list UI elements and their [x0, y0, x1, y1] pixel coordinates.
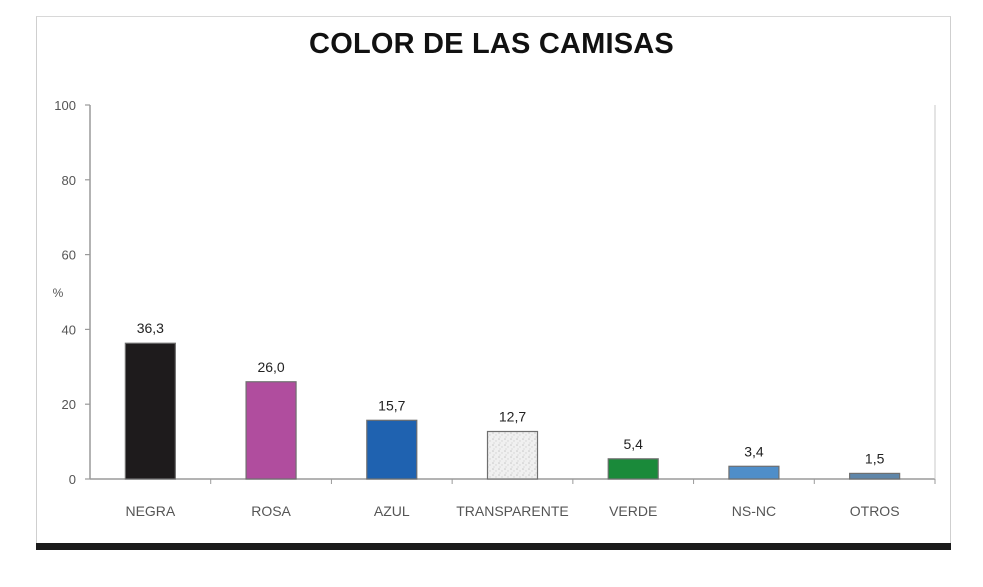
- axes: 0 20 40 60 80 100%: [53, 98, 936, 487]
- y-tick-label: 20: [62, 397, 76, 412]
- value-label: 36,3: [137, 320, 164, 336]
- value-label: 3,4: [744, 443, 764, 459]
- bars: [124, 342, 901, 480]
- bar-otros: [849, 472, 901, 480]
- y-tick-label: 60: [62, 248, 76, 263]
- value-label: 5,4: [623, 436, 643, 452]
- value-label: 1,5: [865, 450, 885, 466]
- bar-ns-nc: [728, 465, 780, 480]
- value-label: 15,7: [378, 397, 405, 413]
- bar-verde: [607, 458, 659, 480]
- labels: 36,3 NEGRA 26,0 ROSA 15,7 AZUL 12,7 TRANSPARENT…: [125, 320, 899, 519]
- y-tick-label: 100: [54, 98, 76, 113]
- category-label: ROSA: [251, 503, 291, 519]
- bar-rosa: [245, 381, 297, 480]
- y-axis-unit-label: %: [53, 286, 64, 300]
- category-label: VERDE: [609, 503, 657, 519]
- category-label: NS-NC: [732, 503, 776, 519]
- bar-negra: [124, 342, 176, 480]
- y-tick-label: 80: [62, 173, 76, 188]
- chart-title: COLOR DE LAS CAMISAS: [309, 28, 674, 60]
- category-label: TRANSPARENTE: [456, 503, 569, 519]
- y-tick-label: 40: [62, 322, 76, 337]
- value-label: 12,7: [499, 409, 526, 425]
- value-label: 26,0: [257, 359, 284, 375]
- y-tick-label: 0: [69, 472, 76, 487]
- bar-transparente: [486, 430, 539, 480]
- category-label: OTROS: [850, 503, 900, 519]
- category-label: AZUL: [374, 503, 410, 519]
- bar-azul: [366, 419, 418, 480]
- bottom-divider: [36, 543, 951, 550]
- category-label: NEGRA: [125, 503, 175, 519]
